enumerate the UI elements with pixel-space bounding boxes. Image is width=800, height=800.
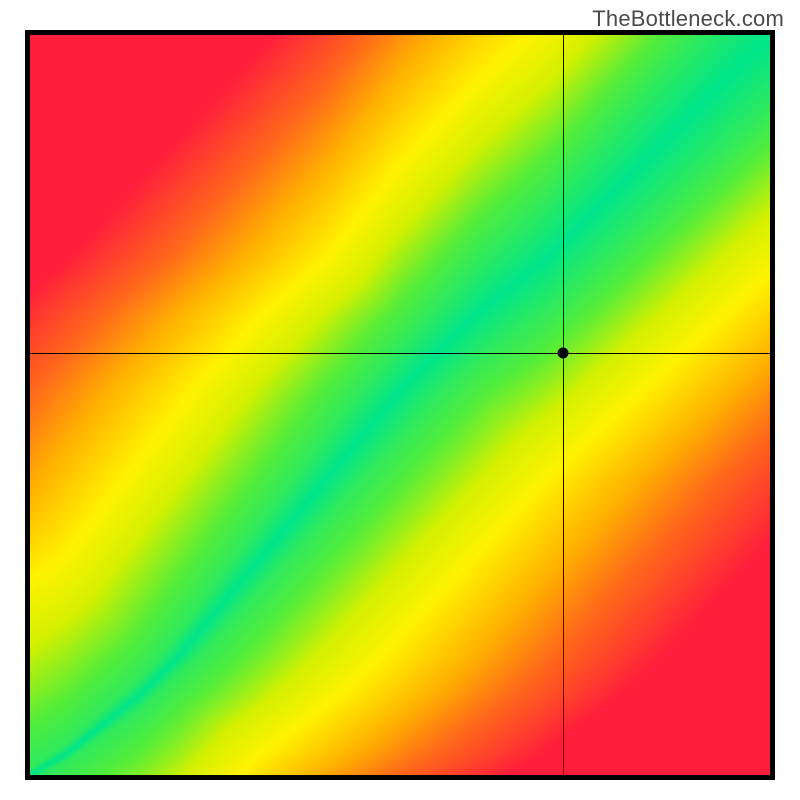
crosshair-horizontal [30, 353, 770, 354]
marker-dot [557, 348, 568, 359]
chart-container: TheBottleneck.com [0, 0, 800, 800]
crosshair-vertical [563, 35, 564, 775]
chart-plot-area [30, 35, 770, 775]
chart-border [25, 30, 775, 780]
watermark-text: TheBottleneck.com [592, 6, 784, 32]
heatmap-canvas [30, 35, 770, 775]
